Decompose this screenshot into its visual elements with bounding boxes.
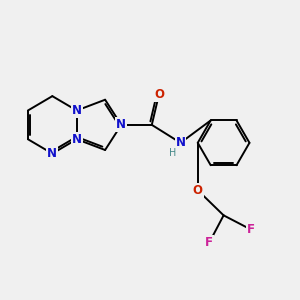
Text: N: N <box>47 147 57 160</box>
Text: F: F <box>247 223 255 236</box>
Text: H: H <box>169 148 176 158</box>
Text: O: O <box>193 184 203 197</box>
Text: N: N <box>72 104 82 117</box>
Text: F: F <box>205 236 213 249</box>
Text: O: O <box>154 88 164 101</box>
Text: N: N <box>176 136 185 149</box>
Text: N: N <box>72 133 82 146</box>
Text: N: N <box>116 118 126 131</box>
